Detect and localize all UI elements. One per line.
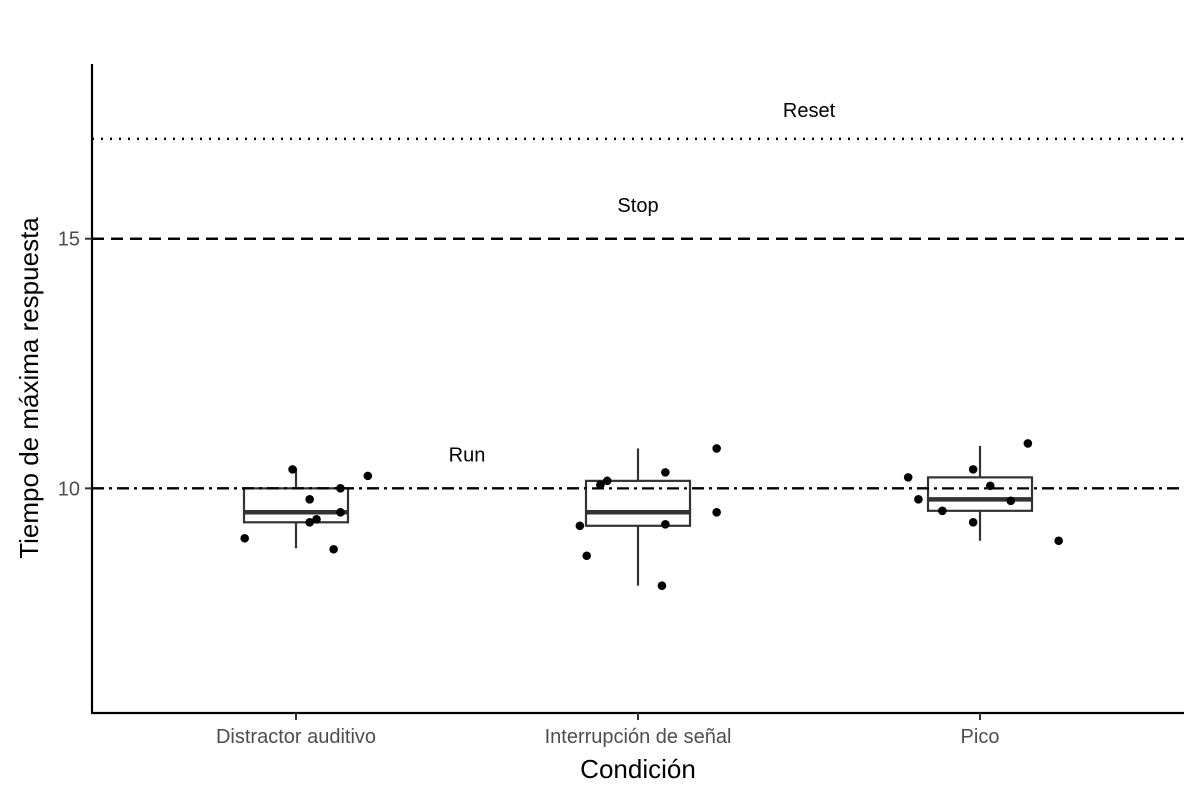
data-points bbox=[240, 439, 1063, 590]
y-tick-label: 15 bbox=[58, 229, 80, 251]
box-iqr bbox=[242, 487, 350, 524]
data-point bbox=[968, 465, 978, 474]
data-point bbox=[596, 480, 605, 490]
box-iqr bbox=[926, 476, 1034, 512]
reference-label-reset: Reset bbox=[783, 100, 836, 122]
reference-lines-overlay bbox=[92, 137, 1184, 490]
data-point bbox=[1023, 439, 1033, 448]
boxplot-1 bbox=[242, 468, 350, 549]
x-tick-label: Pico bbox=[961, 726, 1000, 748]
reference-labels: Run Stop Reset bbox=[449, 100, 836, 466]
y-axis-title: Tiempo de máxima respuesta bbox=[14, 217, 44, 559]
data-point bbox=[312, 514, 321, 524]
data-point bbox=[336, 508, 345, 517]
boxplot-3 bbox=[926, 445, 1034, 541]
data-point bbox=[288, 465, 297, 474]
data-point bbox=[903, 473, 913, 482]
data-point bbox=[1054, 536, 1063, 546]
data-point bbox=[914, 495, 923, 504]
boxplot-2 bbox=[584, 448, 692, 586]
data-point bbox=[938, 506, 947, 516]
data-point bbox=[582, 551, 591, 561]
reference-lines bbox=[92, 137, 1184, 490]
x-tick-label: Distractor auditivo bbox=[216, 726, 376, 748]
data-point bbox=[712, 508, 721, 517]
data-point bbox=[602, 476, 612, 486]
boxplots bbox=[242, 445, 1034, 586]
reference-label-stop: Stop bbox=[617, 195, 658, 217]
x-tick-label: Interrupción de señal bbox=[545, 726, 732, 748]
data-point bbox=[657, 581, 667, 590]
data-point bbox=[305, 495, 314, 504]
data-point bbox=[575, 521, 585, 531]
reference-label-run: Run bbox=[449, 444, 486, 466]
x-axis-ticks: Distractor auditivo Interrupción de señal… bbox=[216, 713, 999, 748]
y-tick-label: 10 bbox=[58, 478, 80, 500]
data-point bbox=[336, 484, 345, 493]
y-axis-ticks: 10 15 bbox=[58, 229, 92, 500]
data-point bbox=[305, 517, 314, 527]
data-point bbox=[712, 444, 721, 453]
data-point bbox=[329, 544, 338, 554]
data-point bbox=[240, 533, 249, 543]
data-point bbox=[363, 471, 373, 481]
data-point bbox=[661, 468, 670, 477]
data-point bbox=[968, 517, 978, 527]
data-point bbox=[661, 519, 670, 529]
data-point bbox=[1006, 496, 1016, 506]
x-axis-title: Condición bbox=[580, 754, 696, 784]
